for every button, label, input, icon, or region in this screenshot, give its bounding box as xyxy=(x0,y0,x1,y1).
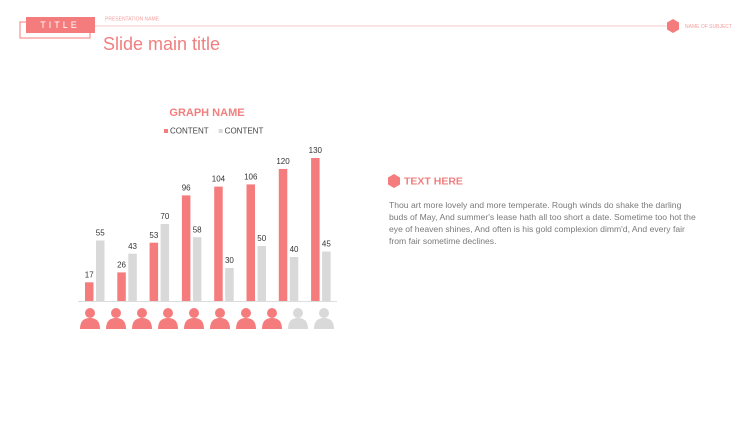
person-body xyxy=(80,318,100,329)
legend-swatch xyxy=(164,129,168,133)
value-label: 50 xyxy=(257,234,266,243)
person-head xyxy=(111,308,121,318)
person-head xyxy=(267,308,277,318)
graph-title: GRAPH NAME xyxy=(169,107,244,119)
bar xyxy=(160,224,170,301)
person-body xyxy=(262,318,282,329)
presentation-name: PRESENTATION NAME xyxy=(105,16,160,22)
bar xyxy=(149,242,159,301)
value-label: 58 xyxy=(193,225,202,234)
bar xyxy=(322,251,331,301)
bar xyxy=(117,272,126,301)
value-label: 106 xyxy=(244,173,258,182)
person-body xyxy=(158,318,178,329)
value-label: 130 xyxy=(309,146,323,155)
legend-label: CONTENT xyxy=(170,127,209,136)
value-label: 96 xyxy=(182,184,191,193)
bar xyxy=(278,169,288,301)
bar xyxy=(246,184,255,301)
legend-swatch xyxy=(218,129,223,133)
bar xyxy=(85,282,94,301)
value-label: 120 xyxy=(276,157,290,166)
person-head xyxy=(293,308,303,318)
value-label: 45 xyxy=(322,240,331,249)
person-body xyxy=(184,318,204,329)
person-head xyxy=(137,308,147,318)
body-text: Thou art more lovely and more temperate.… xyxy=(389,200,696,246)
value-label: 55 xyxy=(96,229,105,238)
bar xyxy=(128,253,137,301)
person-body xyxy=(288,318,308,329)
value-label: 43 xyxy=(128,242,137,251)
value-label: 17 xyxy=(85,270,94,279)
bar xyxy=(214,186,223,301)
person-head xyxy=(215,308,225,318)
bar xyxy=(257,246,266,301)
person-head xyxy=(189,308,199,318)
subject: NAME OF SUBJECT xyxy=(685,24,732,30)
value-label: 40 xyxy=(290,245,299,254)
text-hexagon xyxy=(388,174,400,188)
person-head xyxy=(319,308,329,318)
value-label: 30 xyxy=(225,256,234,265)
person-head xyxy=(163,308,173,318)
person-body xyxy=(106,318,126,329)
bar xyxy=(311,158,320,301)
bar xyxy=(225,268,234,301)
slide-title: Slide main title xyxy=(103,34,220,54)
tag-box xyxy=(26,17,95,33)
value-label: 70 xyxy=(160,212,169,221)
person-body xyxy=(132,318,152,329)
text-heading: TEXT HERE xyxy=(404,175,463,187)
bar xyxy=(96,240,105,301)
person-head xyxy=(85,308,95,318)
bar xyxy=(192,237,202,301)
person-body xyxy=(236,318,256,329)
value-label: 26 xyxy=(117,261,126,270)
person-body xyxy=(314,318,334,329)
subject-hexagon xyxy=(667,19,679,33)
value-label: 104 xyxy=(212,175,226,184)
bar xyxy=(289,257,299,301)
person-body xyxy=(210,318,230,329)
legend-label: CONTENT xyxy=(225,127,264,136)
tag-text: TITLE xyxy=(40,20,80,30)
value-label: 53 xyxy=(149,231,158,240)
bar xyxy=(181,195,191,301)
person-head xyxy=(241,308,251,318)
